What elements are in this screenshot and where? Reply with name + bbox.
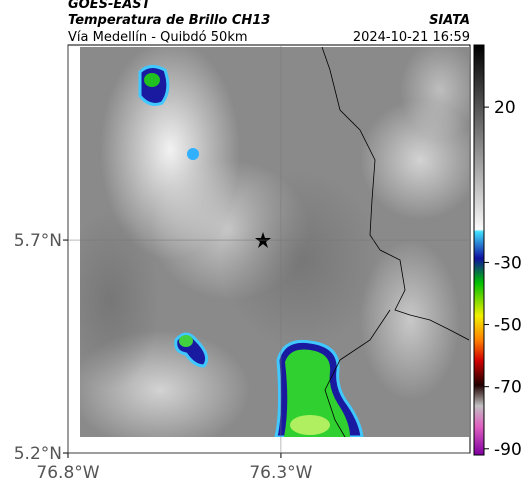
subtitle: Vía Medellín - Quibdó 50km xyxy=(68,30,248,45)
colorbar-tick-label: -50 xyxy=(494,316,522,336)
satellite-image xyxy=(80,47,469,437)
timestamp: 2024-10-21 16:59 xyxy=(353,30,470,45)
y-tick-label: 5.7°N xyxy=(14,231,62,251)
y-tick-label: 5.2°N xyxy=(14,444,62,464)
colorbar-tick-label: -90 xyxy=(494,440,522,460)
colorbar xyxy=(473,44,485,456)
title: Temperatura de Brillo CH13 xyxy=(68,13,270,28)
colorbar-tick-label: 20 xyxy=(494,98,516,118)
colorbar-tick-label: -30 xyxy=(494,253,522,273)
satellite: GOES-EAST xyxy=(68,0,152,12)
x-tick-label: 76.3°W xyxy=(249,463,312,483)
x-tick-label: 76.8°W xyxy=(36,463,99,483)
colorbar-tick-label: -70 xyxy=(494,378,522,398)
source: SIATA xyxy=(429,13,470,28)
